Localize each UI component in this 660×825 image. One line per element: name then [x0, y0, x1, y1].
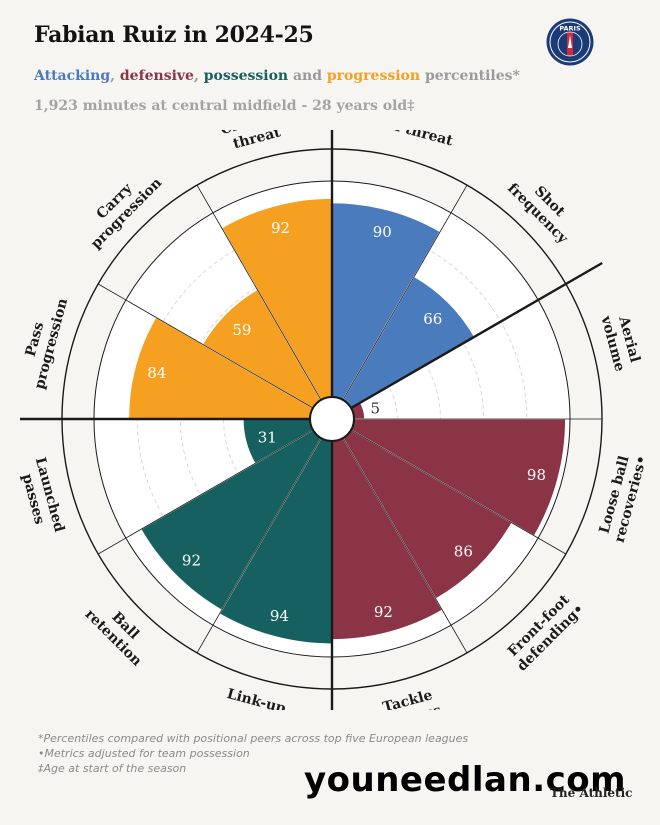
- value-label-3: 98: [527, 466, 546, 484]
- chart-title: Fabian Ruiz in 2024-25: [34, 22, 314, 48]
- spoke-8: [97, 429, 314, 555]
- value-label-11: 92: [271, 219, 290, 237]
- subtitle-progression: progression: [326, 68, 421, 84]
- spoke-4: [350, 429, 567, 555]
- value-label-6: 94: [270, 607, 289, 625]
- spoke-10: [97, 283, 314, 409]
- subtitle-sep-1: ,: [110, 68, 120, 84]
- subtitle-possession: possession: [203, 68, 289, 84]
- chart-subtitle-minutes: 1,923 minutes at central midfield - 28 y…: [34, 98, 415, 114]
- subtitle-sep-3: and: [288, 68, 327, 84]
- category-label-11: Creativethreat: [219, 130, 286, 152]
- value-label-2: 5: [371, 399, 381, 417]
- value-label-4: 86: [454, 542, 473, 560]
- group-divider-1: [350, 261, 603, 410]
- category-label-line: Goal threat: [364, 130, 455, 150]
- category-label-5: Tacklesuccess: [381, 687, 443, 710]
- value-label-10: 59: [232, 321, 251, 339]
- value-label-1: 66: [423, 310, 442, 328]
- spoke-5: [342, 437, 468, 654]
- footnote-possession: •Metrics adjusted for team possession: [38, 747, 250, 760]
- spoke-11: [196, 184, 322, 401]
- center-hub: [309, 396, 355, 442]
- category-label-6: Link-upplay: [225, 686, 288, 710]
- category-label-0: Goal threat: [364, 130, 455, 150]
- chart-subtitle: Attacking, defensive, possession and pro…: [34, 68, 520, 84]
- credit-logo: The Athletic: [550, 786, 633, 800]
- category-label-line: Link-up: [225, 686, 288, 710]
- footnote-age: ‡Age at start of the season: [38, 762, 187, 775]
- value-label-5: 92: [374, 603, 393, 621]
- psg-crest-text: PARIS: [559, 25, 581, 33]
- value-label-7: 92: [182, 552, 201, 570]
- watermark: youneedlan.com: [304, 760, 627, 800]
- value-label-0: 90: [373, 223, 392, 241]
- psg-crest-icon: PARIS: [546, 18, 594, 66]
- footnote-percentiles: *Percentiles compared with positional pe…: [38, 732, 469, 745]
- spoke-1: [342, 184, 468, 401]
- value-label-9: 84: [147, 364, 166, 382]
- subtitle-defensive: defensive: [119, 68, 194, 84]
- subtitle-sep-2: ,: [193, 68, 204, 84]
- spoke-7: [196, 437, 322, 654]
- value-label-8: 31: [258, 428, 277, 446]
- subtitle-percentiles: percentiles*: [420, 68, 520, 84]
- footnotes: *Percentiles compared with positional pe…: [38, 731, 468, 776]
- subtitle-attacking: Attacking: [34, 68, 111, 84]
